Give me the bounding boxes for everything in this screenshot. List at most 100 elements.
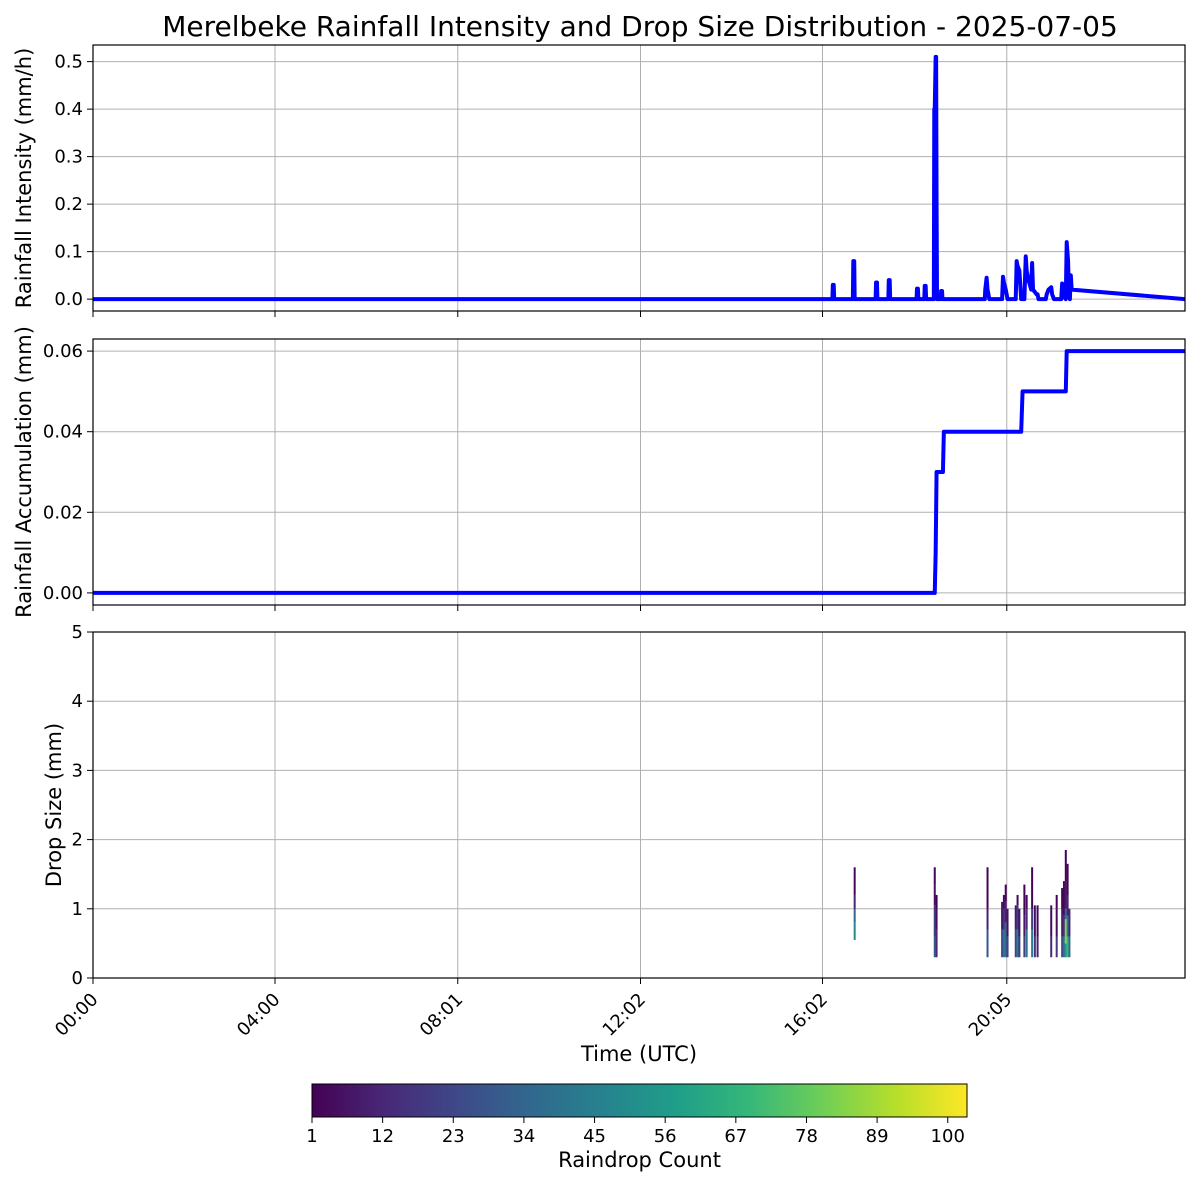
colorbar: 1 12 23 34 45 56 67 78 89 100 Raindrop Count <box>306 1083 968 1172</box>
heatmap-cell <box>1016 894 1019 906</box>
chart-title: Merelbeke Rainfall Intensity and Drop Si… <box>162 10 1118 43</box>
heatmap-cell <box>1004 901 1007 923</box>
colorbar-tick-label: 67 <box>724 1126 747 1147</box>
heatmap-cell <box>1064 849 1067 882</box>
dropsize-ytick-label: 0 <box>72 968 83 989</box>
intensity-panel: 0.0 0.1 0.2 0.3 0.4 0.5 Rainfall Intensity (mm… <box>12 44 1186 317</box>
heatmap-cell <box>1004 884 1007 902</box>
heatmap-cell <box>1064 908 1067 920</box>
heatmap-cell <box>853 867 856 895</box>
accumulation-series-line <box>93 349 1185 595</box>
heatmap-cell <box>1031 929 1034 958</box>
xtick-label: 16:02 <box>781 989 833 1041</box>
heatmap-cell <box>986 908 989 930</box>
heatmap-cell <box>1006 936 1009 958</box>
intensity-ytick-label: 0.3 <box>54 147 83 168</box>
heatmap-cell <box>1062 915 1065 937</box>
heatmap-cell <box>1025 908 1028 930</box>
heatmap-cell <box>1066 936 1069 958</box>
heatmap-cell <box>1018 936 1021 958</box>
heatmap-cell <box>1002 894 1005 909</box>
heatmap-cell <box>1055 936 1058 958</box>
heatmap-cell <box>853 894 856 909</box>
heatmap-cell <box>1025 894 1028 909</box>
dropsize-y-axis-label: Drop Size (mm) <box>42 723 66 887</box>
heatmap-cell <box>933 867 936 885</box>
heatmap-cell <box>1031 867 1034 909</box>
colorbar-tick-label: 100 <box>931 1126 965 1147</box>
heatmap-cell <box>1006 908 1009 937</box>
heatmap-cell <box>1055 894 1058 909</box>
heatmap-cell <box>935 929 938 958</box>
accumulation-ytick-label: 0.04 <box>43 422 83 443</box>
heatmap-cell <box>1064 881 1067 909</box>
heatmap-cell <box>1014 929 1017 958</box>
colorbar-tick-label: 34 <box>512 1126 535 1147</box>
colorbar-tick-label: 89 <box>866 1126 889 1147</box>
colorbar-tick-label: 23 <box>442 1126 465 1147</box>
heatmap-cell <box>1033 936 1036 958</box>
intensity-ytick-label: 0.1 <box>54 242 83 263</box>
heatmap-cell <box>1031 908 1034 930</box>
intensity-ytick-label: 0.2 <box>54 194 83 215</box>
accumulation-y-axis-label: Rainfall Accumulation (mm) <box>12 326 36 618</box>
heatmap-cell <box>1068 936 1071 958</box>
heatmap-cell <box>1002 929 1005 958</box>
heatmap-cell <box>1016 905 1019 930</box>
heatmap-cell <box>1004 922 1007 958</box>
heatmap-cell <box>1001 929 1004 958</box>
heatmap-cell <box>935 894 938 909</box>
colorbar-bar <box>311 1083 968 1118</box>
heatmap-cell <box>1066 863 1069 895</box>
heatmap-cell <box>1033 905 1036 937</box>
heatmap-cell <box>1002 908 1005 930</box>
accumulation-ytick-label: 0.06 <box>43 341 83 362</box>
dropsize-ytick-label: 3 <box>72 760 83 781</box>
intensity-ytick-label: 0.5 <box>54 52 83 73</box>
heatmap-cell <box>1061 936 1064 958</box>
colorbar-label: Raindrop Count <box>558 1148 721 1172</box>
heatmap-cell <box>1023 884 1026 916</box>
xtick-label: 00:00 <box>51 989 103 1041</box>
heatmap-cell <box>1023 915 1026 937</box>
intensity-ytick-label: 0.4 <box>54 99 83 120</box>
heatmap-cell <box>1066 894 1069 916</box>
xtick-label: 20:05 <box>965 989 1017 1041</box>
dropsize-panel: 0 1 2 3 4 5 00:00 04:00 08:01 12:02 16:02 20:05 Time… <box>42 622 1186 1066</box>
dropsize-frame <box>92 631 1186 979</box>
xtick-label: 12:02 <box>599 989 651 1041</box>
heatmap-cell <box>1014 905 1017 930</box>
heatmap-cell <box>986 867 989 909</box>
heatmap-cell <box>1018 908 1021 937</box>
heatmap-cell <box>1064 943 1067 958</box>
heatmap-cell <box>1036 936 1039 958</box>
dropsize-ytick-label: 1 <box>72 899 83 920</box>
heatmap-cell <box>1061 908 1064 937</box>
heatmap-cell <box>1001 901 1004 930</box>
xtick-label: 08:01 <box>416 989 468 1041</box>
heatmap-cell <box>1055 908 1058 937</box>
colorbar-tick-label: 78 <box>795 1126 818 1147</box>
intensity-frame <box>92 44 1186 312</box>
colorbar-tick-label: 45 <box>583 1126 606 1147</box>
intensity-series-line <box>93 54 1185 302</box>
colorbar-tick-label: 1 <box>306 1126 317 1147</box>
colorbar-tick-label: 12 <box>371 1126 394 1147</box>
intensity-y-axis-label: Rainfall Intensity (mm/h) <box>12 48 36 309</box>
heatmap-cell <box>933 936 936 958</box>
accumulation-ytick-label: 0.00 <box>43 583 83 604</box>
x-axis-label: Time (UTC) <box>580 1042 697 1066</box>
colorbar-tick-label: 56 <box>654 1126 677 1147</box>
heatmap-cell <box>1036 905 1039 937</box>
heatmap-cell <box>1023 936 1026 958</box>
heatmap-cell <box>933 884 936 906</box>
heatmap-cell <box>933 905 936 937</box>
heatmap-cell <box>1062 936 1065 958</box>
heatmap-cell <box>935 908 938 930</box>
heatmap-cell <box>1068 908 1071 937</box>
accumulation-ytick-label: 0.02 <box>43 502 83 523</box>
heatmap-cell <box>853 908 856 923</box>
dropsize-ytick-label: 2 <box>72 830 83 851</box>
